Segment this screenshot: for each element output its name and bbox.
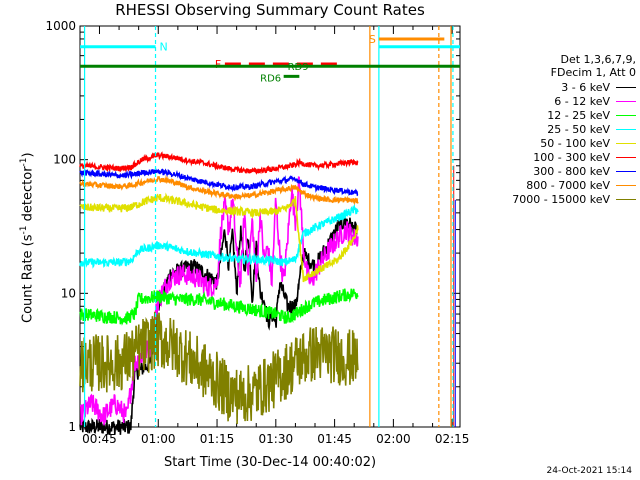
flare-label: F xyxy=(215,58,221,71)
legend-swatch xyxy=(616,185,636,186)
y-tick-label: 10 xyxy=(61,286,76,300)
x-tick-label: 01:30 xyxy=(259,432,294,446)
series-line xyxy=(79,174,359,206)
legend-swatch xyxy=(616,157,636,158)
y-axis-label: Count Rate (s-1 detector-1) xyxy=(19,152,36,323)
x-tick-label: 02:15 xyxy=(435,432,470,446)
rd9-label: RD9 xyxy=(288,62,309,73)
legend-swatch xyxy=(616,199,636,200)
night-label: N xyxy=(160,41,168,54)
series-line xyxy=(79,192,359,283)
legend-entry: 800 - 7000 keV xyxy=(526,179,636,192)
x-axis-label: Start Time (30-Dec-14 00:40:02) xyxy=(163,455,377,470)
legend-entry: 3 - 6 keV xyxy=(561,81,636,94)
plot-frame xyxy=(79,25,461,428)
chart-title: RHESSI Observing Summary Count Rates xyxy=(115,1,425,19)
series-line xyxy=(79,203,359,269)
legend-entry: 50 - 100 keV xyxy=(540,137,636,150)
legend-swatch xyxy=(616,171,636,172)
y-tick-label: 1000 xyxy=(45,19,76,33)
legend-swatch xyxy=(616,115,636,116)
legend-entry: 25 - 50 keV xyxy=(547,123,636,136)
series-line xyxy=(79,311,359,425)
legend-entry: 100 - 300 keV xyxy=(533,151,636,164)
legend-header-2: FDecim 1, Att 0 xyxy=(550,66,636,79)
x-tick-label: 02:00 xyxy=(376,432,411,446)
series-line xyxy=(79,151,359,175)
legend-entry: 12 - 25 keV xyxy=(547,109,636,122)
series-line xyxy=(79,288,359,326)
generation-timestamp: 24-Oct-2021 15:14 xyxy=(546,466,632,476)
x-tick-label: 01:00 xyxy=(141,432,176,446)
legend-entry: 300 - 800 keV xyxy=(533,165,636,178)
legend-swatch xyxy=(616,143,636,144)
y-tick-label: 1 xyxy=(68,420,76,434)
saa-label: S xyxy=(369,33,376,46)
legend-header-1: Det 1,3,6,7,9, xyxy=(560,53,636,66)
y-tick-label: 100 xyxy=(53,153,76,167)
x-tick-label: 01:45 xyxy=(317,432,352,446)
series-line xyxy=(79,168,359,197)
x-tick-label: 01:15 xyxy=(200,432,235,446)
legend-swatch xyxy=(616,101,636,102)
x-tick-label: 00:45 xyxy=(82,432,117,446)
legend-entry: 7000 - 15000 keV xyxy=(512,193,636,206)
rd6-label: RD6 xyxy=(260,73,281,84)
legend-swatch xyxy=(616,129,636,130)
legend-entry: 6 - 12 keV xyxy=(554,95,636,108)
legend-swatch xyxy=(616,87,636,88)
